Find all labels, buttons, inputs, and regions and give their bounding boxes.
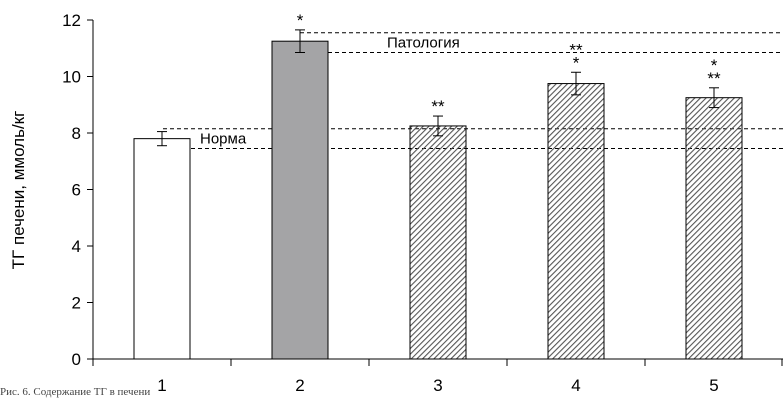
y-tick-label: 10 [62, 68, 81, 87]
error-bar-5 [709, 87, 719, 109]
significance-marker: * [711, 56, 718, 75]
x-tick-label: 5 [709, 376, 718, 395]
error-bar-2 [295, 29, 305, 53]
reference-band-label: Норма [200, 131, 247, 148]
significance-marker: * [297, 11, 304, 30]
reference-band-label: Патология [387, 35, 460, 52]
y-tick-label: 2 [72, 294, 81, 313]
y-tick-label: 8 [72, 124, 81, 143]
bar-1 [133, 138, 191, 360]
significance-marker: ** [569, 40, 583, 59]
x-tick-label: 4 [571, 376, 580, 395]
caption-fragment: Рис. 6. Содержание ТГ в печени [0, 386, 151, 398]
y-tick-label: 12 [62, 11, 81, 30]
error-bar-3 [433, 115, 443, 137]
significance-marker: ** [707, 69, 721, 88]
bars [133, 40, 743, 360]
error-bars [157, 29, 719, 147]
y-axis-label: ТГ печени, ммоль/кг [9, 111, 28, 270]
bar-3 [409, 125, 467, 360]
x-tick-label: 1 [157, 376, 166, 395]
y-tick-label: 0 [72, 350, 81, 369]
axes [87, 19, 783, 366]
error-bar-1 [157, 131, 167, 147]
x-tick-label: 2 [295, 376, 304, 395]
significance-marker: ** [431, 97, 445, 116]
y-tick-label: 6 [72, 181, 81, 200]
significance-marker: * [573, 53, 580, 72]
y-tick-label: 4 [72, 237, 81, 256]
reference-lines [163, 32, 783, 150]
bar-4 [547, 83, 605, 360]
error-bar-4 [571, 71, 581, 96]
bar-2 [271, 40, 329, 360]
bar-5 [685, 97, 743, 360]
x-tick-label: 3 [433, 376, 442, 395]
